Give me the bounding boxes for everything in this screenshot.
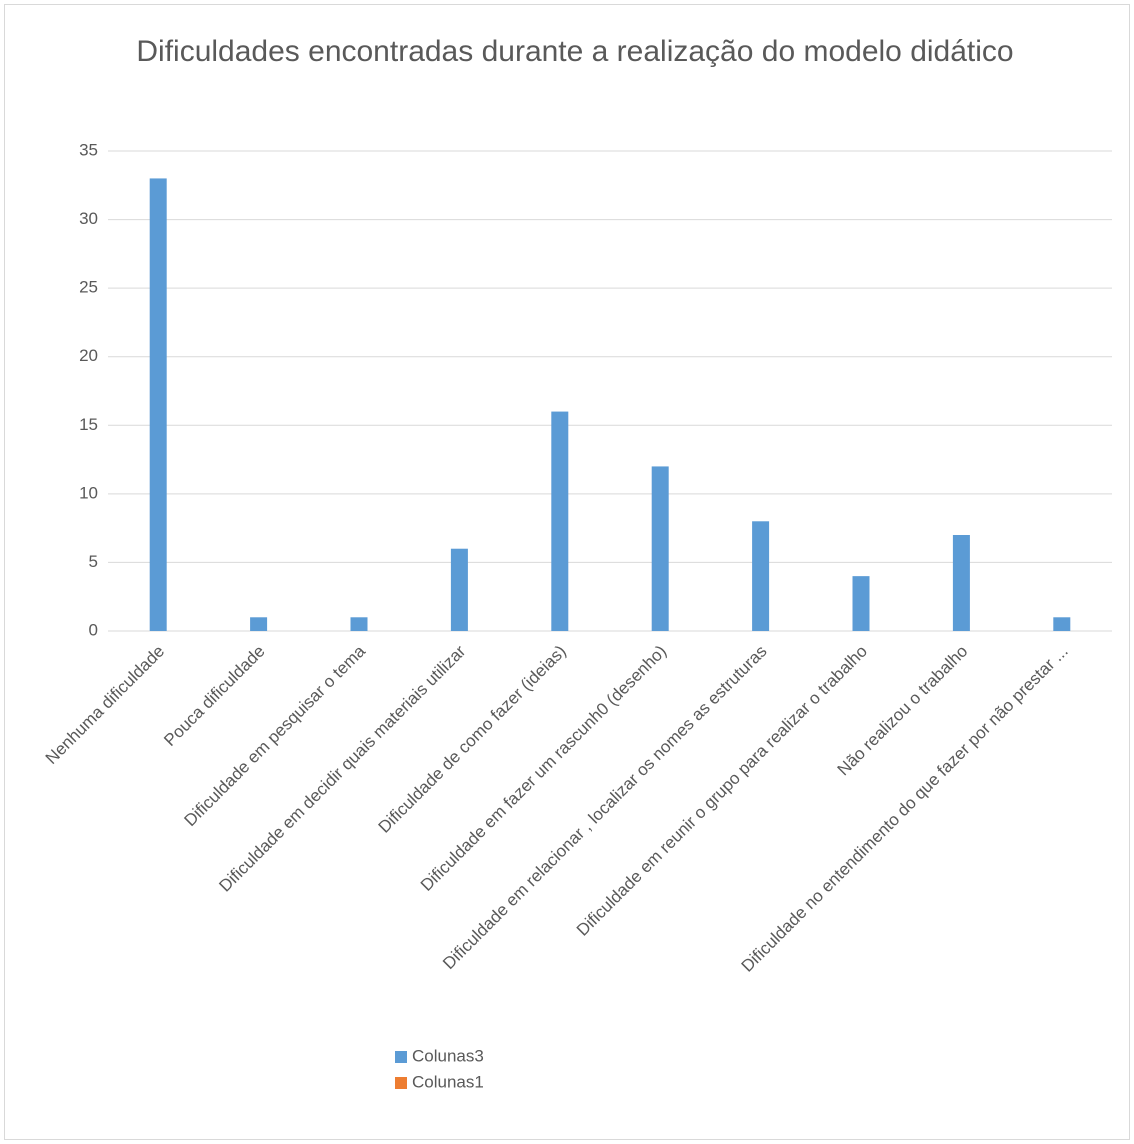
bar xyxy=(752,521,770,631)
y-tick-label: 15 xyxy=(79,415,98,434)
bar xyxy=(852,576,870,631)
bar xyxy=(551,411,569,631)
legend-label: Colunas1 xyxy=(412,1072,484,1091)
y-tick-label: 0 xyxy=(89,620,98,639)
y-tick-label: 10 xyxy=(79,483,98,502)
legend-swatch xyxy=(395,1077,407,1089)
y-tick-label: 30 xyxy=(79,209,98,228)
bar xyxy=(952,535,970,631)
y-tick-label: 20 xyxy=(79,346,98,365)
legend-swatch xyxy=(395,1051,407,1063)
bar xyxy=(350,617,368,631)
y-tick-label: 5 xyxy=(89,552,98,571)
bar xyxy=(651,466,669,631)
y-tick-label: 35 xyxy=(79,140,98,159)
legend-label: Colunas3 xyxy=(412,1046,484,1065)
bar xyxy=(149,178,167,631)
y-tick-label: 25 xyxy=(79,278,98,297)
bar xyxy=(250,617,268,631)
bar xyxy=(1053,617,1071,631)
chart-title: Dificuldades encontradas durante a reali… xyxy=(136,35,1014,68)
bar xyxy=(450,548,468,631)
